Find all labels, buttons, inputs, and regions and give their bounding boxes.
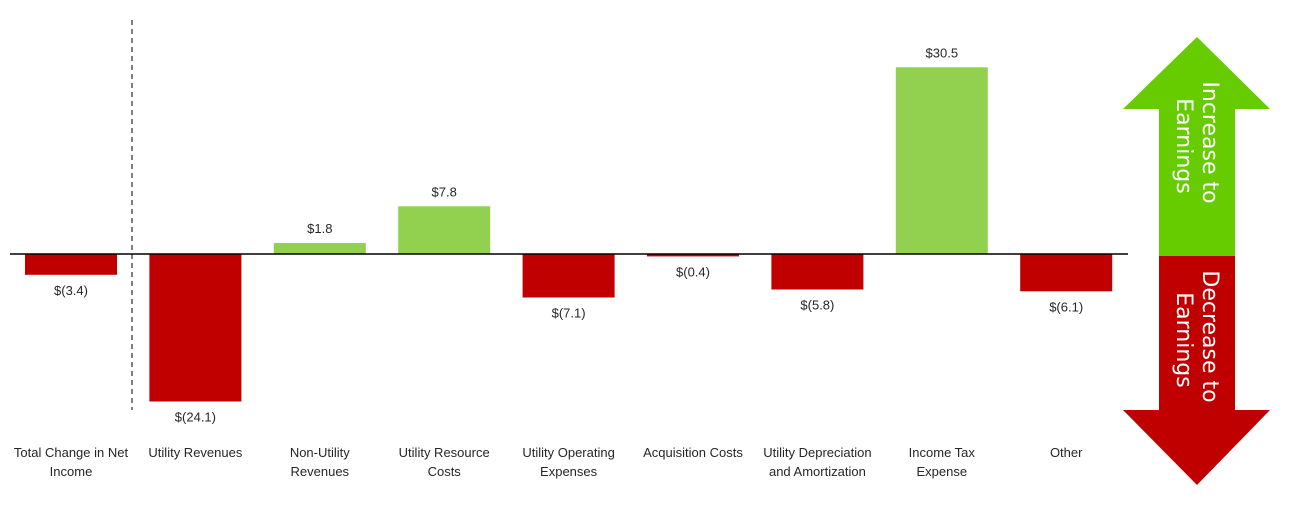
- bar: [771, 254, 864, 290]
- category-label: Acquisition Costs: [643, 445, 743, 460]
- value-label: $(7.1): [552, 306, 586, 321]
- bar: [398, 206, 491, 254]
- category-label-line: Revenues: [291, 464, 350, 479]
- bar: [895, 67, 988, 254]
- bar: [1020, 254, 1113, 292]
- labels-layer: $(3.4) Total Change in Net Income $(24.1) Ut…: [14, 45, 1083, 479]
- svg-text:Increase to Earnings: Increase to Earnings: [1171, 81, 1222, 210]
- value-label: $(0.4): [676, 264, 710, 279]
- category-label-line: and Amortization: [769, 464, 866, 479]
- category-label: Income Tax Expense: [909, 445, 976, 479]
- category-label: Utility Operating Expenses: [522, 445, 614, 479]
- increase-arrow-line-1: Increase to: [1197, 81, 1222, 203]
- category-label-line: Utility Revenues: [148, 445, 242, 460]
- increase-arrow-line-2: Earnings: [1171, 98, 1196, 193]
- category-label-line: Utility Depreciation: [763, 445, 871, 460]
- category-label-line: Expenses: [540, 464, 598, 479]
- category-label: Total Change in Net Income: [14, 445, 129, 479]
- value-label: $(3.4): [54, 283, 88, 298]
- category-label-line: Utility Resource: [399, 445, 490, 460]
- category-label-line: Total Change in Net: [14, 445, 129, 460]
- decrease-arrow-line-2: Earnings: [1171, 292, 1196, 387]
- value-label: $7.8: [432, 184, 457, 199]
- category-label-line: Income Tax: [909, 445, 976, 460]
- bar: [647, 254, 739, 257]
- decrease-arrow-shape: [1123, 256, 1270, 485]
- category-label-line: Expense: [917, 464, 968, 479]
- bar: [273, 243, 366, 254]
- svg-text:Decrease to Earnings: Decrease to Earnings: [1171, 270, 1222, 409]
- value-label: $(6.1): [1049, 299, 1083, 314]
- category-label: Utility Revenues: [148, 445, 242, 460]
- bars-layer: [25, 67, 1113, 402]
- category-label-line: Income: [50, 464, 93, 479]
- category-label-line: Acquisition Costs: [643, 445, 743, 460]
- value-label: $(5.8): [800, 298, 834, 313]
- bar: [149, 254, 242, 402]
- increase-arrow-shape: [1123, 37, 1270, 256]
- category-label: Utility Resource Costs: [399, 445, 490, 479]
- bar: [25, 254, 117, 275]
- decrease-arrow-line-1: Decrease to: [1197, 270, 1222, 402]
- category-label-line: Costs: [428, 464, 462, 479]
- category-label-line: Utility Operating: [522, 445, 614, 460]
- category-label: Non-Utility Revenues: [290, 445, 350, 479]
- bar: [522, 254, 615, 298]
- category-label-line: Non-Utility: [290, 445, 350, 460]
- value-label: $1.8: [307, 221, 332, 236]
- category-label: Other: [1050, 445, 1083, 460]
- category-label: Utility Depreciation and Amortization: [763, 445, 871, 479]
- decrease-arrow: Decrease to Earnings: [1123, 256, 1270, 485]
- category-label-line: Other: [1050, 445, 1083, 460]
- value-label: $30.5: [926, 45, 959, 60]
- increase-arrow: Increase to Earnings: [1123, 37, 1270, 256]
- value-label: $(24.1): [175, 410, 216, 425]
